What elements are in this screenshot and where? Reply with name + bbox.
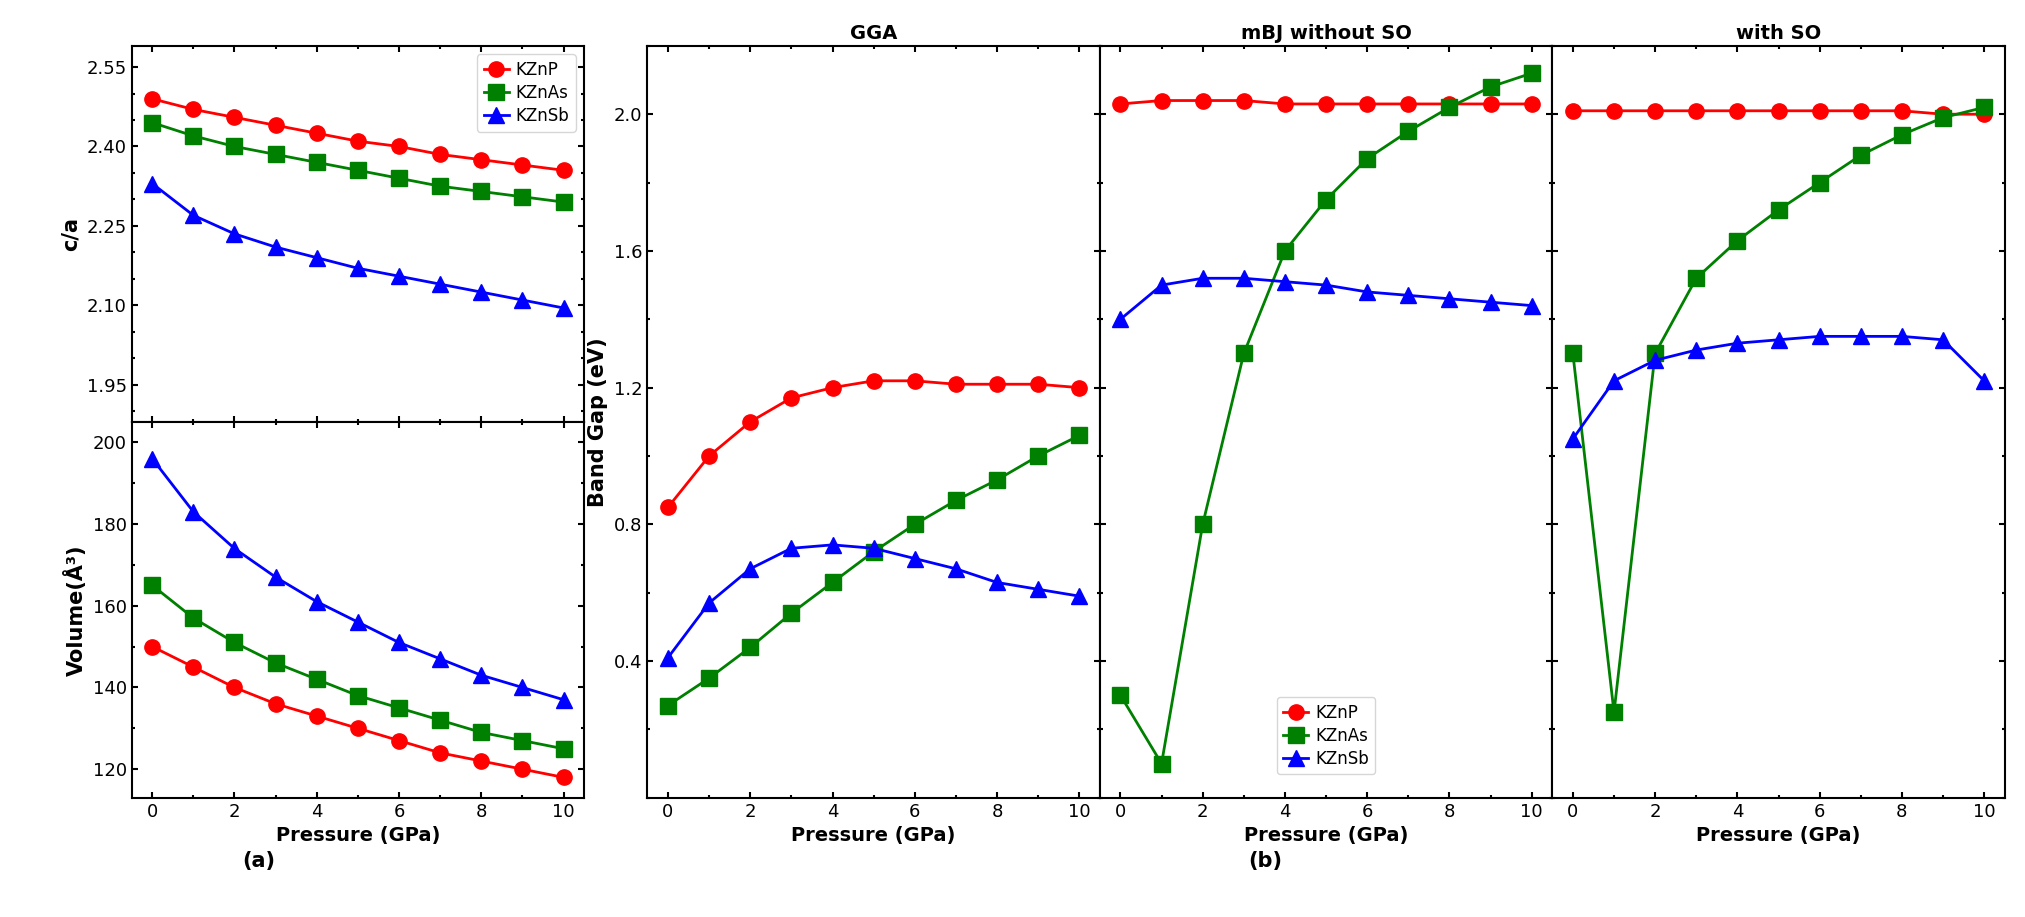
X-axis label: Pressure (GPa): Pressure (GPa) [275,826,439,845]
KZnSb [427,279,452,290]
KZnSb [140,178,164,189]
KZnSb [223,228,247,239]
KZnP [140,94,164,105]
KZnAs [470,186,494,197]
Line: KZnAs: KZnAs [144,115,571,210]
KZnSb [551,303,575,314]
KZnP [387,141,411,152]
KZnAs [140,117,164,128]
KZnAs [510,192,535,203]
KZnSb [346,263,371,274]
KZnAs [346,165,371,176]
KZnSb [180,210,205,221]
Line: KZnP: KZnP [144,91,571,178]
Y-axis label: Volume(Å³): Volume(Å³) [65,544,87,676]
KZnP [510,160,535,171]
X-axis label: Pressure (GPa): Pressure (GPa) [1697,826,1861,845]
KZnSb [304,252,328,263]
X-axis label: Pressure (GPa): Pressure (GPa) [792,826,956,845]
KZnP [304,127,328,138]
KZnP [551,165,575,176]
KZnP [263,120,288,131]
KZnSb [470,287,494,298]
Title: mBJ without SO: mBJ without SO [1241,24,1411,43]
KZnAs [387,172,411,183]
Title: GGA: GGA [850,24,897,43]
Y-axis label: c/a: c/a [61,216,81,251]
KZnAs [427,181,452,192]
KZnAs [180,130,205,141]
KZnP [470,154,494,165]
Legend: KZnP, KZnAs, KZnSb: KZnP, KZnAs, KZnSb [478,54,575,131]
Text: (a): (a) [243,851,275,870]
Legend: KZnP, KZnAs, KZnSb: KZnP, KZnAs, KZnSb [1276,697,1375,775]
KZnSb [263,241,288,252]
Y-axis label: Band Gap (eV): Band Gap (eV) [589,337,608,506]
Line: KZnSb: KZnSb [144,176,571,315]
Title: with SO: with SO [1735,24,1820,43]
KZnAs [263,149,288,160]
KZnAs [551,196,575,207]
KZnP [180,104,205,115]
X-axis label: Pressure (GPa): Pressure (GPa) [1243,826,1407,845]
KZnAs [223,141,247,152]
Text: (b): (b) [1249,851,1282,870]
KZnP [223,112,247,123]
KZnP [427,149,452,160]
KZnSb [387,271,411,282]
KZnAs [304,157,328,168]
KZnSb [510,294,535,305]
KZnP [346,136,371,147]
